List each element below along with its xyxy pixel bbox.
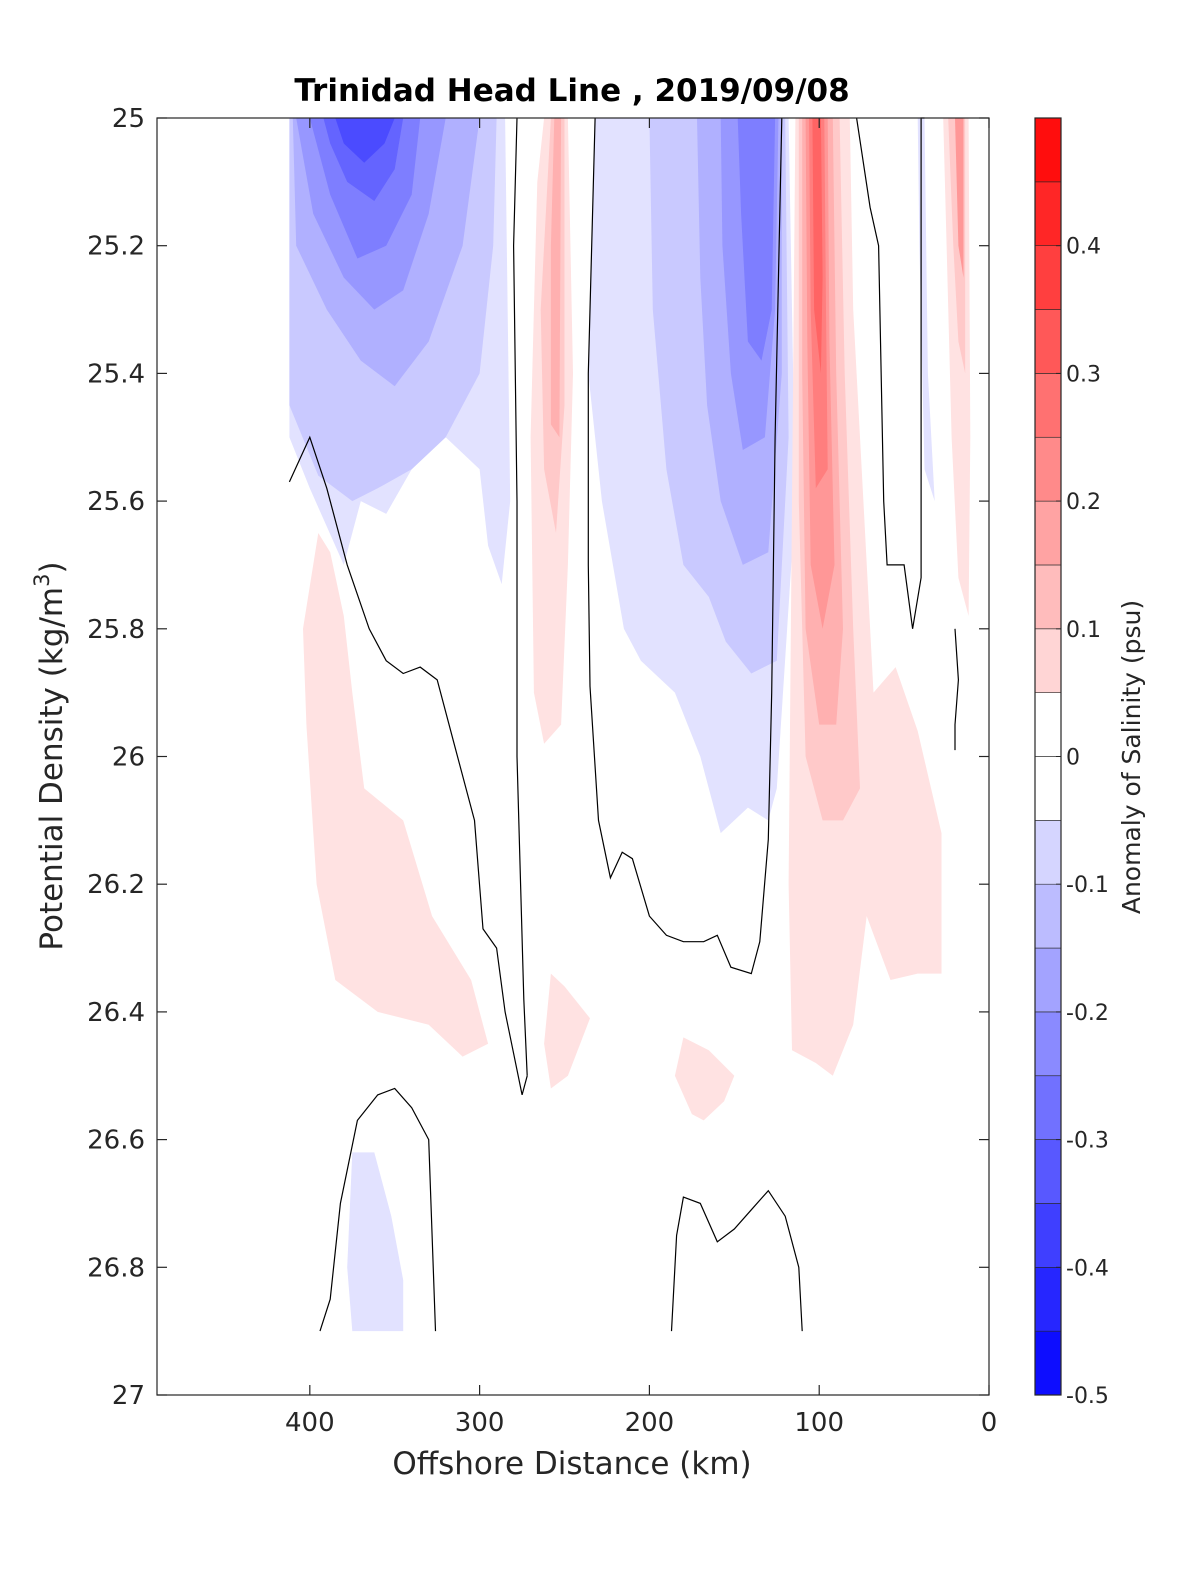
y-axis-label-close: ): [34, 561, 70, 573]
x-axis-label: Offshore Distance (km): [392, 1446, 751, 1482]
y-tick-label: 25.4: [87, 359, 145, 389]
colorbar-band: [1034, 117, 1062, 183]
x-tick-label: 300: [455, 1408, 505, 1438]
colorbar-tick-label: -0.5: [1066, 1384, 1109, 1409]
contour-region-deep-fresh-patch: [347, 1152, 404, 1332]
zero-contour-line-6: [670, 1189, 803, 1332]
colorbar-band: [1034, 436, 1062, 502]
y-tick-label: 26.4: [87, 998, 145, 1028]
colorbar: -0.5 -0.4 -0.3 -0.2 -0.1 0 0.1 0.2 0.3 0.4: [1034, 117, 1109, 1409]
colorbar-bands: [1034, 117, 1062, 1396]
colorbar-band: [1034, 756, 1062, 821]
y-axis-label-main: Potential Density (kg/m: [34, 587, 70, 951]
zero-contour-line-1: [512, 117, 528, 1076]
contour-region-lower-salty-patch-b: [674, 1037, 735, 1121]
y-axis-label-superscript: 3: [30, 573, 54, 586]
colorbar-band: [1034, 245, 1062, 310]
plot-area: 400 300 200 100 0 25 25.2 25.4 25.6 25.8 26 26.2 26…: [87, 104, 997, 1438]
colorbar-band: [1034, 883, 1062, 949]
y-tick-label: 27: [112, 1381, 145, 1411]
contour-region-lower-salty-patch-a: [544, 973, 590, 1089]
colorbar-label: Anomaly of Salinity (psu): [1117, 600, 1146, 914]
chart-title: Trinidad Head Line , 2019/09/08: [294, 73, 849, 109]
zero-contour-line-0: [288, 435, 528, 1096]
y-tick-label: 25.6: [87, 487, 145, 517]
y-tick-label: 26.6: [87, 1126, 145, 1156]
colorbar-band: [1034, 1139, 1062, 1204]
contour-region-coastal-salty-0.20: [955, 118, 964, 278]
colorbar-band: [1034, 692, 1062, 757]
colorbar-band: [1034, 1011, 1062, 1077]
zero-contour-line-2: [587, 117, 783, 975]
colorbar-tick-label: 0.3: [1066, 362, 1101, 387]
colorbar-band: [1034, 564, 1062, 630]
colorbar-band: [1034, 1330, 1062, 1396]
contour-region-coastal-fresh-sliver: [917, 118, 935, 502]
x-tick-label: 0: [981, 1408, 998, 1438]
contour-region-central-fresh-0.25: [737, 118, 776, 361]
y-tick-label: 26: [112, 743, 145, 773]
x-tick-label: 400: [285, 1408, 335, 1438]
contour-region-west-salty-patch: [303, 533, 489, 1057]
zero-contour-line-5: [319, 1087, 437, 1332]
colorbar-tick-label: -0.3: [1066, 1129, 1109, 1154]
zero-contour-line-3: [856, 117, 925, 629]
colorbar-band: [1034, 1267, 1062, 1332]
y-axis: 25 25.2 25.4 25.6 25.8 26 26.2 26.4 26.6 26.8 27: [87, 104, 989, 1411]
x-axis: 400 300 200 100 0: [285, 118, 997, 1438]
colorbar-tick-label: -0.1: [1066, 873, 1109, 898]
colorbar-ticks: -0.5 -0.4 -0.3 -0.2 -0.1 0 0.1 0.2 0.3 0.4: [1056, 235, 1109, 1409]
colorbar-tick-label: -0.2: [1066, 1001, 1109, 1026]
colorbar-tick-label: 0.1: [1066, 618, 1101, 643]
contour-region-east-salty-core-0.30: [812, 118, 823, 374]
colorbar-band: [1034, 373, 1062, 438]
zero-contour-line-4: [954, 628, 960, 751]
x-tick-label: 100: [794, 1408, 844, 1438]
x-tick-label: 200: [625, 1408, 675, 1438]
colorbar-band: [1034, 181, 1062, 247]
colorbar-band: [1034, 1203, 1062, 1268]
colorbar-band: [1034, 820, 1062, 885]
contour-region-west-fresh-core-0.35: [335, 118, 395, 163]
colorbar-band: [1034, 1075, 1062, 1140]
y-tick-label: 26.2: [87, 870, 145, 900]
y-axis-label: Potential Density (kg/m3): [30, 561, 70, 950]
colorbar-tick-label: 0.4: [1066, 235, 1101, 260]
y-tick-label: 25.2: [87, 232, 145, 262]
colorbar-band: [1034, 309, 1062, 374]
contour-region-mid-salty-band-0.15: [550, 118, 562, 438]
colorbar-band: [1034, 947, 1062, 1013]
colorbar-band: [1034, 628, 1062, 693]
colorbar-tick-label: -0.4: [1066, 1256, 1109, 1281]
filled-contours: [289, 118, 971, 1332]
colorbar-tick-label: 0: [1066, 746, 1080, 771]
y-tick-label: 26.8: [87, 1253, 145, 1283]
zero-contour-lines: [288, 117, 960, 1332]
y-tick-label: 25.8: [87, 615, 145, 645]
colorbar-tick-label: 0.2: [1066, 490, 1101, 515]
colorbar-band: [1034, 500, 1062, 566]
y-tick-label: 25: [112, 104, 145, 134]
